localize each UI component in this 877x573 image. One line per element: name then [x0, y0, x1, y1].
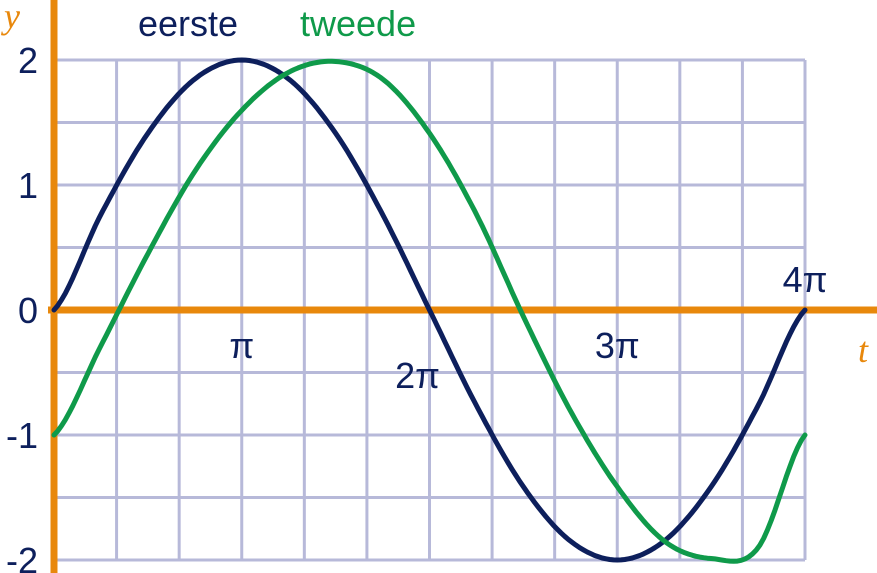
x-axis-label: t	[858, 330, 869, 370]
curves	[51, 57, 808, 564]
series-line-tweede	[51, 58, 808, 564]
y-tick-label: 2	[18, 40, 38, 81]
x-tick-label: 2π	[395, 355, 440, 396]
x-tick-label: 4π	[783, 259, 828, 300]
x-tick-label: π	[229, 325, 254, 366]
axes	[48, 0, 877, 573]
x-tick-label: 3π	[595, 325, 640, 366]
series-label-eerste: eerste	[138, 3, 238, 44]
y-tick-label: -2	[6, 540, 38, 573]
series-label-tweede: tweede	[300, 3, 416, 44]
tick-labels: 2 1 0 -1 -2 π 2π 3π 4π	[6, 40, 827, 573]
labels: y t eerste tweede	[1, 0, 869, 370]
y-axis-label: y	[1, 0, 20, 36]
y-tick-label: -1	[6, 415, 38, 456]
y-tick-label: 0	[18, 290, 38, 331]
y-tick-label: 1	[18, 165, 38, 206]
series-line-eerste	[51, 57, 808, 563]
